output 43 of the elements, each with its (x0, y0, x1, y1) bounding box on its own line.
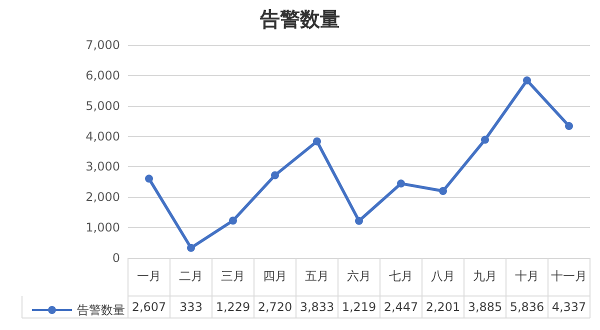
point (565, 122, 573, 130)
data-label: 2,720 (258, 300, 292, 314)
y-tick-label: 2,000 (86, 190, 120, 204)
data-label: 2,447 (384, 300, 418, 314)
point (187, 244, 195, 252)
y-tick-label: 7,000 (86, 38, 120, 52)
point (481, 136, 489, 144)
data-label: 4,337 (552, 300, 586, 314)
data-label: 3,833 (300, 300, 334, 314)
y-tick-label: 4,000 (86, 129, 120, 144)
data-label: 5,836 (510, 300, 544, 314)
x-tick-label: 六月 (347, 269, 371, 283)
y-tick-label: 6,000 (86, 68, 120, 82)
y-tick-label: 5,000 (86, 98, 120, 113)
point (145, 174, 153, 183)
chart-title: 告警数量 (259, 7, 340, 31)
data-label: 2,201 (426, 300, 460, 314)
point (229, 216, 237, 225)
point (313, 137, 321, 146)
x-tick-label: 九月 (473, 269, 497, 283)
x-tick-label: 十一月 (551, 269, 587, 283)
x-tick-label: 十月 (515, 269, 539, 283)
y-tick-label: 1,000 (86, 220, 120, 235)
x-tick-label: 五月 (305, 269, 329, 283)
x-tick-label: 七月 (389, 269, 413, 283)
x-tick-label: 四月 (263, 269, 287, 283)
x-tick-label: 一月 (137, 269, 161, 283)
point (439, 187, 447, 196)
point (523, 76, 531, 84)
legend-label: 告警数量 (77, 303, 125, 317)
y-tick-label: 3,000 (86, 160, 120, 174)
data-label: 1,229 (216, 300, 250, 314)
data-label: 2,607 (132, 300, 166, 314)
x-tick-label: 二月 (179, 269, 203, 283)
y-tick-label: 0 (112, 251, 120, 265)
x-tick-label: 八月 (431, 269, 455, 283)
point (271, 171, 279, 180)
x-tick-label: 三月 (221, 269, 245, 283)
point (397, 180, 405, 188)
data-label: 3,885 (468, 300, 502, 314)
data-label: 333 (180, 300, 202, 314)
point (355, 216, 363, 225)
data-label: 1,219 (342, 300, 376, 314)
